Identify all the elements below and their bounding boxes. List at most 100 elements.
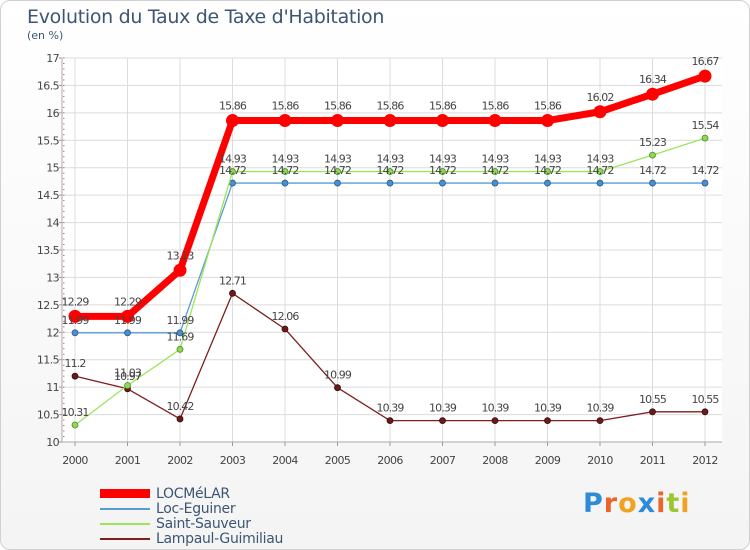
legend-label: Lampaul-Guimiliau xyxy=(156,530,284,547)
chart-title: Evolution du Taux de Taxe d'Habitation xyxy=(27,6,385,28)
data-point xyxy=(124,329,131,337)
legend-item: Saint-Sauveur xyxy=(100,516,283,532)
data-label: 15.86 xyxy=(219,100,247,113)
y-minor-tick xyxy=(63,238,65,240)
y-minor-tick xyxy=(63,79,65,81)
y-minor-tick xyxy=(63,73,65,75)
y-minor-tick xyxy=(63,194,65,196)
data-point xyxy=(491,168,499,175)
data-point xyxy=(698,69,712,83)
y-minor-tick xyxy=(63,57,65,59)
x-tick-label: 2000 xyxy=(62,454,88,467)
data-point xyxy=(386,179,394,187)
y-minor-tick xyxy=(63,364,65,366)
data-point xyxy=(229,179,236,187)
x-tick-label: 2006 xyxy=(377,454,403,467)
data-point xyxy=(281,179,289,187)
data-label: 14.72 xyxy=(534,164,561,177)
data-point xyxy=(383,114,397,128)
data-label: 14.72 xyxy=(587,164,614,177)
y-tick-label: 12.5 xyxy=(37,299,60,312)
legend-label: LOCMéLAR xyxy=(156,485,230,502)
data-label: 14.93 xyxy=(482,153,510,166)
data-point xyxy=(436,114,449,128)
data-label: 14.93 xyxy=(429,153,457,166)
y-minor-tick xyxy=(63,244,65,246)
y-minor-tick xyxy=(63,117,65,119)
data-label: 16.67 xyxy=(692,55,720,68)
y-minor-tick xyxy=(63,128,65,130)
data-point xyxy=(596,417,604,425)
data-label: 14.93 xyxy=(377,153,405,166)
data-label: 14.93 xyxy=(272,153,300,166)
data-label: 10.42 xyxy=(167,400,194,413)
data-label: 15.86 xyxy=(534,100,562,113)
y-minor-tick xyxy=(63,216,65,218)
x-tick-label: 2003 xyxy=(220,454,246,467)
y-minor-tick xyxy=(63,249,65,251)
legend-swatch xyxy=(100,522,150,525)
data-point xyxy=(596,179,604,187)
data-label: 12.29 xyxy=(62,295,90,308)
data-label: 11.99 xyxy=(114,314,142,327)
data-label: 15.86 xyxy=(429,100,457,113)
data-point xyxy=(71,421,79,429)
data-label: 15.54 xyxy=(692,119,720,132)
data-point xyxy=(544,417,551,425)
data-label: 15.86 xyxy=(377,100,405,113)
data-point xyxy=(649,179,656,187)
data-point xyxy=(439,179,446,187)
y-minor-tick xyxy=(63,381,65,383)
x-tick-label: 2005 xyxy=(325,454,351,467)
y-tick-label: 16.5 xyxy=(37,79,60,92)
y-minor-tick xyxy=(63,293,65,295)
y-minor-tick xyxy=(63,106,65,108)
y-minor-tick xyxy=(63,134,65,136)
data-label: 10.97 xyxy=(114,370,142,383)
proxiti-logo: Proxiti xyxy=(583,488,691,519)
y-tick-label: 10 xyxy=(46,436,59,449)
x-tick-label: 2011 xyxy=(640,454,666,467)
y-minor-tick xyxy=(63,419,65,421)
legend-swatch xyxy=(100,537,150,540)
y-minor-tick xyxy=(63,161,65,163)
data-point xyxy=(176,415,184,423)
data-point xyxy=(334,179,341,187)
y-minor-tick xyxy=(63,205,65,207)
data-label: 10.31 xyxy=(62,406,89,419)
chart-legend: LOCMéLAR Loc-Eguiner Saint-Sauveur Lampaul-… xyxy=(100,485,284,547)
y-minor-tick xyxy=(63,276,65,278)
data-label: 15.23 xyxy=(639,136,667,149)
data-label: 16.02 xyxy=(587,91,614,104)
x-tick-label: 2001 xyxy=(115,454,141,467)
data-point xyxy=(281,168,289,175)
data-label: 14.93 xyxy=(324,153,352,166)
data-label: 13.13 xyxy=(167,249,195,262)
data-label: 12.06 xyxy=(272,310,300,323)
y-minor-tick xyxy=(63,304,65,306)
data-point xyxy=(593,105,607,119)
data-label: 12.71 xyxy=(219,274,246,287)
data-label: 14.93 xyxy=(534,153,562,166)
data-point xyxy=(121,309,134,323)
data-point xyxy=(71,372,79,380)
y-minor-tick xyxy=(63,200,65,202)
y-minor-tick xyxy=(63,436,65,438)
data-point xyxy=(226,114,239,128)
legend-swatch xyxy=(100,489,150,498)
data-point xyxy=(229,289,236,297)
data-point xyxy=(229,168,236,175)
data-point xyxy=(544,179,551,187)
y-minor-tick xyxy=(63,430,65,432)
data-point xyxy=(439,417,446,425)
data-label: 10.39 xyxy=(482,402,510,415)
data-label: 10.39 xyxy=(587,402,615,415)
data-point xyxy=(334,384,341,392)
y-minor-tick xyxy=(63,233,65,235)
data-label: 10.55 xyxy=(639,393,667,406)
y-minor-tick xyxy=(63,68,65,70)
y-tick-label: 17 xyxy=(46,52,59,65)
data-label: 10.39 xyxy=(377,402,405,415)
y-minor-tick xyxy=(63,95,65,97)
data-label: 14.72 xyxy=(219,164,246,177)
